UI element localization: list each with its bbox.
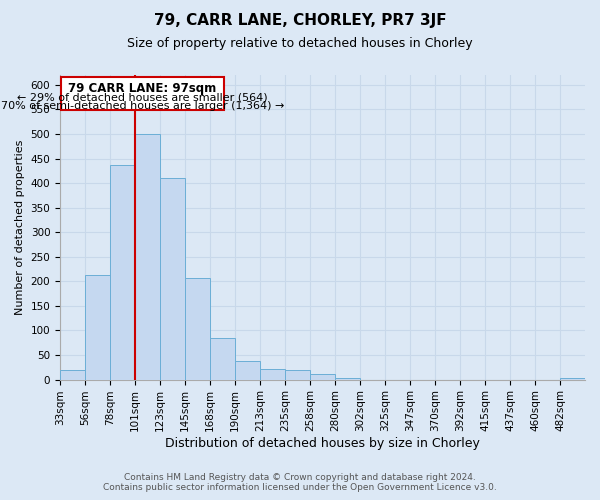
Bar bbox=[60, 370, 85, 380]
Text: 70% of semi-detached houses are larger (1,364) →: 70% of semi-detached houses are larger (… bbox=[1, 100, 284, 110]
Bar bbox=[235, 362, 260, 380]
Y-axis label: Number of detached properties: Number of detached properties bbox=[15, 140, 25, 315]
Bar bbox=[160, 178, 185, 380]
Text: 79 CARR LANE: 97sqm: 79 CARR LANE: 97sqm bbox=[68, 82, 217, 96]
X-axis label: Distribution of detached houses by size in Chorley: Distribution of detached houses by size … bbox=[165, 437, 480, 450]
Bar bbox=[110, 165, 135, 380]
Bar bbox=[560, 378, 585, 380]
Text: 79, CARR LANE, CHORLEY, PR7 3JF: 79, CARR LANE, CHORLEY, PR7 3JF bbox=[154, 12, 446, 28]
Text: ← 29% of detached houses are smaller (564): ← 29% of detached houses are smaller (56… bbox=[17, 92, 268, 102]
Bar bbox=[185, 278, 210, 380]
Text: Size of property relative to detached houses in Chorley: Size of property relative to detached ho… bbox=[127, 38, 473, 51]
FancyBboxPatch shape bbox=[61, 78, 224, 110]
Bar bbox=[210, 338, 235, 380]
Bar bbox=[85, 275, 110, 380]
Bar bbox=[285, 370, 310, 380]
Bar bbox=[260, 369, 285, 380]
Bar bbox=[335, 378, 360, 380]
Bar bbox=[135, 134, 160, 380]
Text: Contains HM Land Registry data © Crown copyright and database right 2024.
Contai: Contains HM Land Registry data © Crown c… bbox=[103, 473, 497, 492]
Bar bbox=[310, 374, 335, 380]
